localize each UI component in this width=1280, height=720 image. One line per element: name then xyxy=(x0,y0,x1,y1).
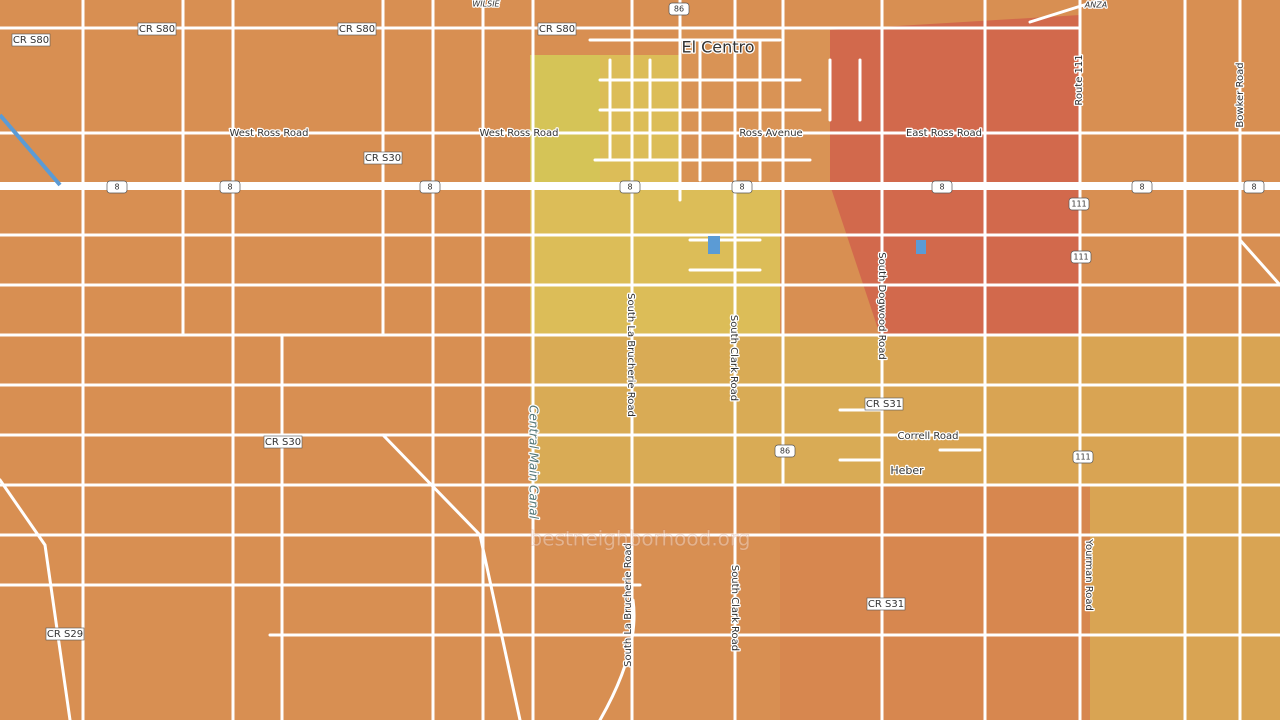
road-label: East Ross Road xyxy=(906,128,982,139)
shield-label: 8 xyxy=(227,183,232,192)
shield-label: 8 xyxy=(739,183,744,192)
zone xyxy=(530,55,600,185)
road-shield xyxy=(1243,180,1265,194)
road-label-box xyxy=(363,151,403,165)
shield-label: 111 xyxy=(1075,453,1090,462)
road-label: West Ross Road xyxy=(229,128,308,139)
road-label: South Clark Road xyxy=(728,315,739,401)
road-label: CR S31 xyxy=(868,599,904,610)
watermark: bestneighborhood.org xyxy=(530,527,751,551)
zone xyxy=(830,15,1080,335)
road-label-box xyxy=(45,627,85,641)
labels: El Centro Heber WILSIE ANZA CR S80 CR S80 CR S… xyxy=(11,0,1265,668)
road-label-box xyxy=(866,597,906,611)
road-label: Ross Avenue xyxy=(739,128,802,139)
road-shield xyxy=(219,180,241,194)
road-shield xyxy=(1072,450,1094,464)
shield-label: 8 xyxy=(1251,183,1256,192)
road-shield xyxy=(774,444,796,458)
road-label-box xyxy=(864,397,904,411)
pond xyxy=(916,240,926,254)
road-label: CR S80 xyxy=(339,24,375,35)
road-shield xyxy=(1068,197,1090,211)
shield-label: 8 xyxy=(1139,183,1144,192)
zone xyxy=(780,485,1090,720)
place-label: Heber xyxy=(890,464,924,477)
road-label: CR S30 xyxy=(265,437,301,448)
shield-label: 8 xyxy=(939,183,944,192)
road-label: Yourman Road xyxy=(1083,538,1094,611)
road-label-box xyxy=(337,22,377,36)
road-shield xyxy=(731,180,753,194)
road-label: South La Brucherie Road xyxy=(625,293,636,417)
canal xyxy=(0,113,62,187)
road-label: West Ross Road xyxy=(479,128,558,139)
road-label: CR S80 xyxy=(539,24,575,35)
zone xyxy=(530,335,880,485)
shield-label: 8 xyxy=(114,183,119,192)
shield-label: 111 xyxy=(1073,253,1088,262)
road-shield xyxy=(931,180,953,194)
shield-label: 111 xyxy=(1071,200,1086,209)
road-shield xyxy=(668,2,690,16)
road-label-box xyxy=(263,435,303,449)
road-label: South Dogwood Road xyxy=(876,252,887,359)
shield-label: 86 xyxy=(780,447,790,456)
shield-label: 8 xyxy=(627,183,632,192)
place-label: WILSIE xyxy=(472,0,500,9)
road-shield xyxy=(419,180,441,194)
zone xyxy=(680,30,830,185)
place-label: El Centro xyxy=(681,38,754,57)
shield-label: 86 xyxy=(674,5,684,14)
road-label: Bowker Road xyxy=(1235,62,1246,127)
road-label-box xyxy=(537,22,577,36)
road-label: CR S80 xyxy=(13,35,49,46)
road-shield xyxy=(106,180,128,194)
shield-label: 8 xyxy=(427,183,432,192)
road-label: Correll Road xyxy=(898,431,959,442)
road-label: CR S31 xyxy=(866,399,902,410)
road-label: Route 111 xyxy=(1074,54,1085,105)
road-label: CR S29 xyxy=(47,629,83,640)
road-label: Central Main Canal xyxy=(527,405,541,520)
road-label: South La Brucherie Road xyxy=(623,543,634,667)
place-label: ANZA xyxy=(1084,1,1107,10)
road-label-box xyxy=(11,33,51,47)
road-label: CR S80 xyxy=(139,24,175,35)
road-shield xyxy=(1070,250,1092,264)
road-shield xyxy=(619,180,641,194)
pond xyxy=(708,236,720,254)
road-label-box xyxy=(137,22,177,36)
road-label: South Clark Road xyxy=(729,565,740,651)
road-shield xyxy=(1131,180,1153,194)
road-label: CR S30 xyxy=(365,153,401,164)
